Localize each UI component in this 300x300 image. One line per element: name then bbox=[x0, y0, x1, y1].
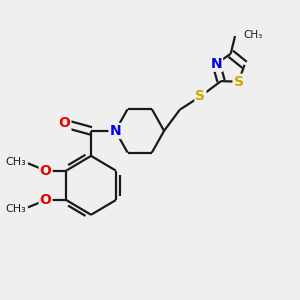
Text: S: S bbox=[233, 75, 244, 89]
Text: O: O bbox=[40, 193, 52, 207]
Text: CH₃: CH₃ bbox=[6, 204, 26, 214]
Text: O: O bbox=[58, 116, 70, 130]
Text: CH₃: CH₃ bbox=[244, 30, 263, 40]
Text: S: S bbox=[195, 89, 206, 103]
Text: CH₃: CH₃ bbox=[6, 157, 26, 167]
Text: N: N bbox=[210, 57, 222, 71]
Text: O: O bbox=[40, 164, 52, 178]
Text: N: N bbox=[110, 124, 121, 138]
